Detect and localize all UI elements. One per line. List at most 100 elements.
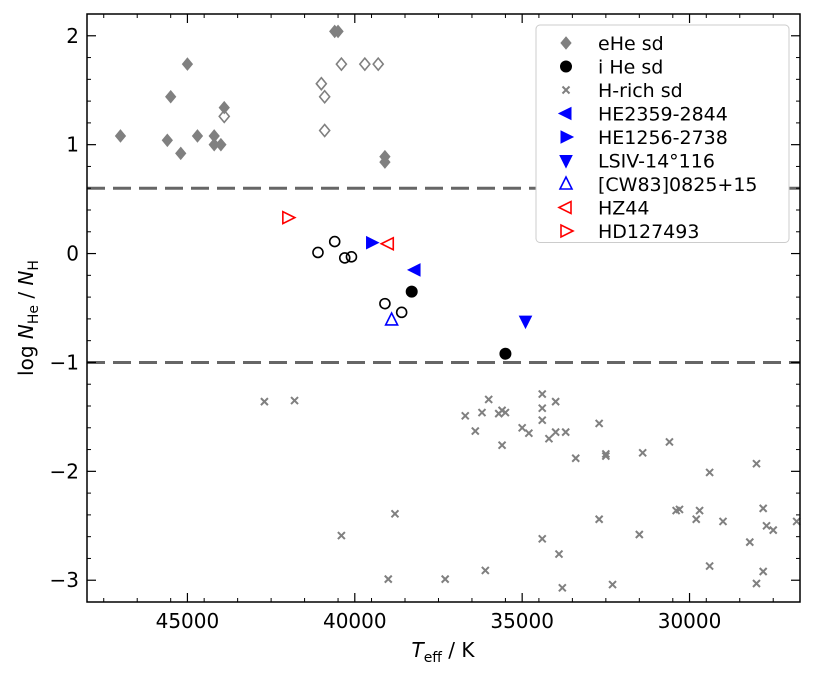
x-tick-label: 45000 [156, 609, 220, 633]
data-point-ehe-sd [181, 57, 194, 71]
data-point-h-rich-sd [601, 451, 611, 461]
data-point-h-rich-sd [337, 531, 346, 540]
reference-lines [87, 186, 800, 364]
data-point-ihe-sd [499, 347, 512, 360]
data-point-h-rich-sd [551, 397, 560, 406]
data-point-ehe-sd [332, 24, 344, 39]
data-point-lsiv-14-116 [518, 315, 533, 330]
data-point-ehe-sd-open [372, 56, 385, 72]
data-point-ihe-sd-open [395, 306, 408, 319]
legend-label: HD127493 [598, 221, 699, 243]
data-point-h-rich-sd [571, 454, 580, 463]
data-point-ihe-sd-open [328, 235, 341, 248]
x-tick-label: 30000 [658, 609, 722, 633]
data-point-ehe-sd [165, 89, 177, 104]
data-point-h-rich-sd [484, 395, 493, 404]
data-point-h-rich-sd [481, 566, 490, 575]
data-point-h-rich-sd [745, 537, 754, 547]
data-point-h-rich-sd [471, 426, 480, 436]
data-point-h-rich-sd [501, 408, 510, 417]
data-point-h-rich-sd [695, 506, 704, 515]
data-point-h-rich-sd [692, 515, 701, 524]
data-point-h-rich-sd [752, 579, 761, 588]
data-point-h-rich-sd [517, 423, 527, 432]
axis-ticks: 45000 40000 35000 30000 2 1 0 −1 −2 −3 [50, 14, 800, 633]
data-point-he1256-2738 [366, 235, 380, 250]
data-point-ehe-sd [218, 100, 230, 115]
data-point-ehe-sd-open [335, 56, 348, 72]
legend-marker-hz44 [557, 200, 572, 215]
legend-marker-ehe-sd [560, 36, 572, 50]
legend-label: H-rich sd [598, 80, 683, 102]
data-point-h-rich-sd [594, 419, 604, 428]
legend: eHe sdi He sdH-rich sdHE2359-2844HE1256-… [535, 24, 790, 243]
data-point-h-rich-sd [538, 534, 547, 544]
data-point-ehe-sd-open [315, 76, 328, 91]
data-point-ehe-sd [191, 129, 204, 143]
data-point-hd127493 [282, 210, 297, 225]
data-point-h-rich-sd [558, 583, 567, 593]
data-point-ehe-sd [161, 133, 173, 148]
legend-label: HZ44 [598, 198, 649, 220]
legend-marker-hd127493 [560, 223, 575, 239]
data-point-he2359-2844 [406, 263, 421, 277]
data-point-h-rich-sd [477, 408, 487, 417]
data-point-ehe-sd-open [358, 56, 371, 72]
data-point-h-rich-sd [608, 580, 617, 589]
y-tick-label: 0 [66, 242, 79, 266]
x-tick-label: 35000 [490, 609, 554, 633]
data-point-h-rich-sd [524, 429, 534, 438]
legend-box [535, 24, 790, 243]
data-point-ehe-sd-open [318, 89, 331, 105]
data-point-ehe-sd [215, 137, 227, 152]
data-point-ehe-sd [114, 129, 127, 143]
legend-label: LSIV-14°116 [598, 151, 715, 173]
x-axis-label: Teff / K [411, 638, 475, 666]
data-point-h-rich-sd [538, 403, 547, 413]
plot-frame [86, 13, 801, 603]
data-point-ehe-sd [175, 146, 187, 161]
data-point-h-rich-sd [665, 437, 674, 447]
data-point-h-rich-sd [762, 521, 771, 530]
data-point-h-rich-sd [554, 549, 564, 559]
data-point-h-rich-sd [758, 567, 768, 576]
data-point-h-rich-sd [594, 515, 604, 524]
data-points [114, 24, 801, 593]
legend-label: i He sd [598, 57, 663, 79]
data-point-h-rich-sd [601, 449, 611, 459]
data-point-h-rich-sd [675, 505, 684, 514]
data-point-ihe-sd-open [312, 246, 324, 259]
data-point-h-rich-sd [705, 561, 714, 571]
y-tick-label: 2 [66, 24, 79, 48]
data-point-h-rich-sd [260, 397, 269, 406]
data-point-h-rich-sd [638, 448, 647, 458]
legend-marker-he2359-2844 [557, 106, 572, 121]
data-point-h-rich-sd [551, 427, 560, 437]
data-point-h-rich-sd [461, 411, 470, 421]
legend-marker-i-he-sd [560, 60, 572, 73]
data-point-ihe-sd-open [379, 297, 391, 310]
data-point-h-rich-sd [440, 574, 450, 584]
legend-marker-lsiv-14-116 [559, 155, 573, 169]
data-point-h-rich-sd [538, 415, 547, 425]
data-point-h-rich-sd [384, 574, 393, 584]
legend-label: HE2359-2844 [598, 104, 728, 126]
data-point-ehe-sd [379, 155, 391, 169]
data-point-h-rich-sd [769, 525, 778, 535]
data-point-h-rich-sd [561, 427, 570, 437]
y-axis-label: log NHe / NH [14, 260, 42, 376]
data-point-h-rich-sd [544, 434, 554, 443]
data-point-cw83-0825-15 [384, 311, 399, 326]
data-point-h-rich-sd [758, 504, 768, 513]
x-tick-label: 40000 [323, 609, 387, 633]
legend-label: eHe sd [598, 33, 664, 55]
y-tick-label: −1 [50, 350, 79, 374]
data-point-ihe-sd-open [338, 252, 351, 264]
legend-label: [CW83]0825+15 [598, 174, 758, 196]
data-point-h-rich-sd [290, 396, 299, 405]
data-point-h-rich-sd [538, 389, 547, 399]
data-point-h-rich-sd [705, 468, 714, 477]
y-tick-label: −3 [50, 568, 79, 592]
